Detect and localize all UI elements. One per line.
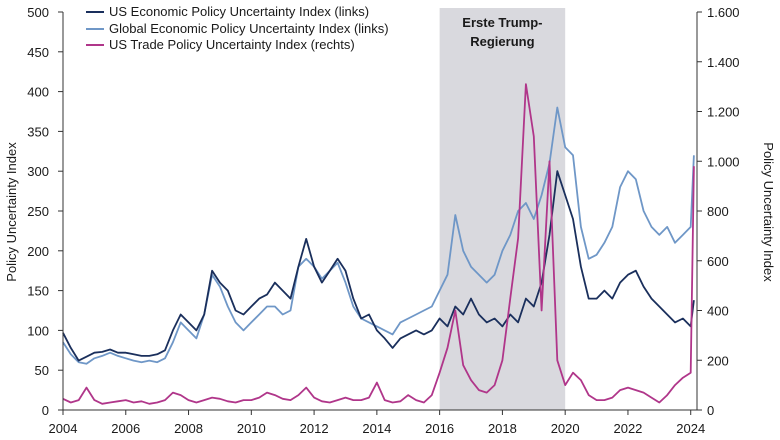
y-right-tick-label: 200 xyxy=(707,353,729,368)
x-tick-label: 2008 xyxy=(174,421,203,436)
legend: US Economic Policy Uncertainty Index (li… xyxy=(86,4,389,52)
x-tick-label: 2020 xyxy=(551,421,580,436)
y-left-tick-label: 50 xyxy=(35,363,49,378)
y-right-tick-label: 1.600 xyxy=(707,5,740,20)
legend-label-us-tpu: US Trade Policy Uncertainty Index (recht… xyxy=(109,37,355,52)
series-line-1 xyxy=(62,106,695,365)
y-left-tick-label: 200 xyxy=(27,244,49,259)
y-left-tick-label: 400 xyxy=(27,85,49,100)
y-left-tick-label: 350 xyxy=(27,124,49,139)
x-tick-label: 2024 xyxy=(676,421,705,436)
x-tick-label: 2022 xyxy=(613,421,642,436)
x-tick-label: 2004 xyxy=(49,421,78,436)
y-left-tick-label: 100 xyxy=(27,323,49,338)
y-right-tick-label: 600 xyxy=(707,254,729,269)
y-right-tick-label: 1.400 xyxy=(707,55,740,70)
y-left-tick-label: 500 xyxy=(27,5,49,20)
x-tick-label: 2010 xyxy=(237,421,266,436)
x-tick-label: 2014 xyxy=(362,421,391,436)
shaded-period-label-line2: Regierung xyxy=(470,34,534,49)
series-line-2 xyxy=(62,83,695,405)
legend-label-us-epu: US Economic Policy Uncertainty Index (li… xyxy=(109,4,369,19)
y-left-tick-label: 250 xyxy=(27,204,49,219)
y-right-tick-label: 0 xyxy=(707,403,714,418)
y-axis-left-title: Policy Uncertainty Index xyxy=(4,142,19,282)
x-tick-label: 2006 xyxy=(111,421,140,436)
y-right-tick-label: 800 xyxy=(707,204,729,219)
y-right-tick-label: 1.200 xyxy=(707,105,740,120)
y-right-tick-label: 1.000 xyxy=(707,154,740,169)
axes-layer: 2004 2006 2008 2010 2012 2014 2016 2018 2020 2022… xyxy=(27,5,739,436)
shaded-period-label-line1: Erste Trump- xyxy=(462,15,542,30)
y-left-tick-label: 0 xyxy=(42,403,49,418)
series-line-0 xyxy=(62,170,695,362)
series-layer xyxy=(62,83,695,405)
x-tick-label: 2018 xyxy=(488,421,517,436)
legend-label-global-epu: Global Economic Policy Uncertainty Index… xyxy=(109,21,389,36)
y-left-tick-label: 300 xyxy=(27,164,49,179)
x-tick-label: 2012 xyxy=(300,421,329,436)
y-left-tick-label: 450 xyxy=(27,45,49,60)
y-axis-right-title: Policy Uncertainty Index xyxy=(761,142,776,282)
y-right-tick-label: 400 xyxy=(707,304,729,319)
x-tick-label: 2016 xyxy=(425,421,454,436)
y-left-tick-label: 150 xyxy=(27,284,49,299)
